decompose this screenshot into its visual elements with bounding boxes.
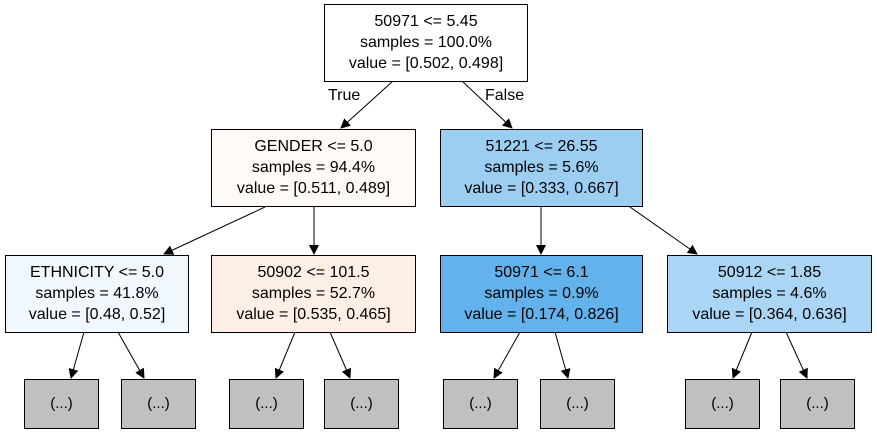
tree-node-51221: 51221 <= 26.55 samples = 5.6% value = [0… xyxy=(440,129,643,207)
tree-node-ethnicity: ETHNICITY <= 5.0 samples = 41.8% value =… xyxy=(5,255,189,333)
node-condition: 50971 <= 5.45 xyxy=(374,13,478,30)
node-samples: samples = 94.4% xyxy=(251,159,376,176)
tree-node-50912: 50912 <= 1.85 samples = 4.6% value = [0.… xyxy=(667,255,872,333)
node-samples: samples = 100.0% xyxy=(359,34,493,51)
truncated-subtree-4: (...) xyxy=(324,379,399,429)
node-value: value = [0.174, 0.826] xyxy=(464,306,619,323)
truncated-subtree-7: (...) xyxy=(685,379,760,429)
node-value: value = [0.511, 0.489] xyxy=(236,180,391,197)
node-condition: 50912 <= 1.85 xyxy=(717,264,822,281)
truncated-subtree-3: (...) xyxy=(229,379,304,429)
truncated-subtree-1: (...) xyxy=(24,379,99,429)
node-condition: 50902 <= 101.5 xyxy=(257,264,370,281)
edge-r-rr xyxy=(629,206,698,255)
edge-rl-leaf5 xyxy=(493,331,521,379)
edge-ll-leaf2 xyxy=(117,331,145,379)
edge-label-true: True xyxy=(328,87,361,104)
tree-node-gender: GENDER <= 5.0 samples = 94.4% value = [0… xyxy=(211,129,416,207)
node-condition: GENDER <= 5.0 xyxy=(254,138,373,155)
edge-rl-leaf6 xyxy=(554,331,571,379)
node-value: value = [0.48, 0.52] xyxy=(28,306,166,323)
truncated-subtree-8: (...) xyxy=(780,379,855,429)
node-samples: samples = 5.6% xyxy=(484,159,599,176)
edge-lr-leaf3 xyxy=(274,331,296,379)
node-value: value = [0.364, 0.636] xyxy=(692,306,847,323)
tree-node-root: 50971 <= 5.45 samples = 100.0% value = [… xyxy=(324,4,528,82)
node-samples: samples = 52.7% xyxy=(251,285,376,302)
truncated-subtree-5: (...) xyxy=(443,379,518,429)
edge-rr-leaf7 xyxy=(731,331,753,379)
truncated-subtree-2: (...) xyxy=(121,379,196,429)
edge-lr-leaf4 xyxy=(329,331,351,379)
node-samples: samples = 4.6% xyxy=(712,285,827,302)
truncated-subtree-6: (...) xyxy=(540,379,615,429)
edge-label-false: False xyxy=(485,87,525,104)
edge-root-right xyxy=(461,80,513,129)
node-samples: samples = 41.8% xyxy=(35,285,159,302)
tree-node-50902: 50902 <= 101.5 samples = 52.7% value = [… xyxy=(211,255,416,333)
tree-node-50971-sub: 50971 <= 6.1 samples = 0.9% value = [0.1… xyxy=(440,255,643,333)
edge-root-left xyxy=(340,80,394,129)
edge-l-ll xyxy=(163,206,266,255)
node-condition: ETHNICITY <= 5.0 xyxy=(30,264,164,281)
node-samples: samples = 0.9% xyxy=(484,285,599,302)
edge-rr-leaf8 xyxy=(785,331,808,379)
node-value: value = [0.333, 0.667] xyxy=(464,180,619,197)
node-condition: 50971 <= 6.1 xyxy=(494,264,589,281)
edge-ll-leaf1 xyxy=(68,331,85,379)
node-condition: 51221 <= 26.55 xyxy=(485,138,598,155)
node-value: value = [0.535, 0.465] xyxy=(236,306,391,323)
node-value: value = [0.502, 0.498] xyxy=(348,55,504,72)
